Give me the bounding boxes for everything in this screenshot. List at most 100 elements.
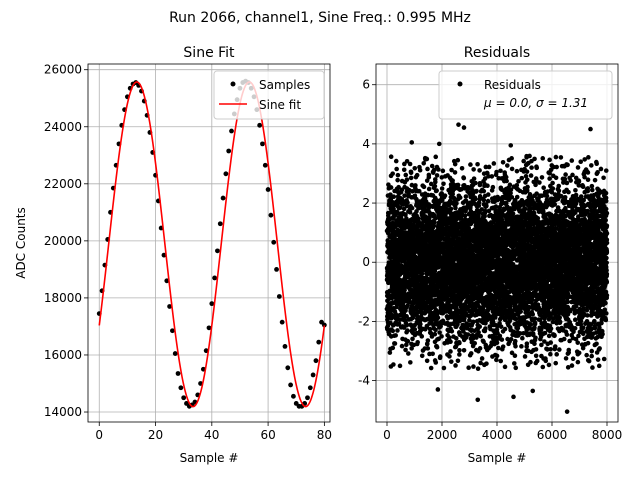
residual-point — [410, 336, 415, 342]
sample-point — [279, 319, 285, 325]
sample-point — [226, 148, 232, 154]
sine-fit-xtick-label: 60 — [260, 428, 275, 442]
residual-point — [441, 181, 446, 187]
residual-point — [434, 173, 440, 178]
residual-point — [388, 185, 394, 190]
residual-point — [509, 156, 514, 161]
sine-fit-grid — [88, 64, 330, 422]
residual-point — [405, 328, 410, 333]
sine-fit-ytick-label: 24000 — [44, 120, 82, 134]
sample-point — [203, 348, 209, 354]
residual-point — [408, 175, 414, 181]
sample-point — [167, 304, 173, 309]
sample-point — [313, 358, 319, 364]
residual-point — [393, 158, 399, 164]
residual-point — [403, 172, 409, 178]
residual-point — [426, 186, 432, 192]
residual-point — [396, 321, 402, 326]
sample-point — [307, 385, 313, 391]
residuals-data — [384, 122, 610, 414]
residual-point — [500, 159, 506, 165]
residual-point — [455, 157, 461, 163]
residual-point — [505, 163, 510, 168]
residual-point — [421, 184, 427, 190]
residual-point — [409, 346, 414, 351]
sample-point — [291, 393, 296, 399]
residual-point — [397, 205, 403, 211]
residual-point — [425, 346, 431, 351]
sine-fit-panel: Sine Fit 0 20 40 60 801400016000180002000022… — [14, 45, 332, 465]
residual-point — [514, 183, 520, 188]
residual-point — [471, 167, 476, 172]
sine-fit-xtick-label: 0 — [95, 428, 103, 442]
residual-point — [468, 351, 474, 356]
residual-point — [486, 164, 492, 170]
residuals-title: Residuals — [464, 45, 530, 61]
residual-point — [388, 154, 394, 159]
residual-point — [463, 194, 469, 199]
figure-suptitle: Run 2066, channel1, Sine Freq.: 0.995 MH… — [169, 10, 471, 26]
residual-point — [502, 326, 508, 332]
residual-point — [484, 361, 489, 366]
residual-point — [448, 349, 453, 354]
residual-point — [426, 172, 432, 178]
residual-point — [406, 191, 411, 197]
sine-fit-xtick-label: 40 — [204, 428, 219, 442]
residual-point — [455, 358, 461, 364]
residual-point — [473, 180, 478, 186]
residual-point — [403, 212, 408, 217]
residual-point — [485, 183, 490, 189]
residual-point — [437, 354, 443, 359]
residual-point — [510, 211, 516, 216]
residual-point — [475, 366, 481, 372]
sine-fit-ytick-label: 26000 — [44, 63, 82, 77]
residual-point — [457, 348, 462, 353]
residual-point — [442, 193, 448, 198]
residual-point — [465, 332, 471, 337]
residual-point — [512, 353, 518, 359]
sample-point — [164, 278, 170, 284]
residual-point — [418, 321, 423, 327]
sine-fit-ytick-label: 18000 — [44, 291, 82, 305]
sine-fit-ylabel: ADC Counts — [14, 207, 28, 279]
sample-point — [288, 382, 294, 388]
residual-point — [395, 328, 400, 333]
residual-point — [390, 328, 396, 334]
residual-point — [479, 356, 485, 361]
residual-point — [395, 177, 400, 183]
residual-point — [474, 188, 479, 194]
residual-point — [433, 360, 439, 365]
residual-point — [483, 326, 488, 331]
residual-point — [405, 200, 410, 205]
residual-point — [504, 178, 509, 184]
residual-point — [425, 166, 430, 172]
sample-point — [321, 322, 327, 328]
sample-point — [212, 275, 218, 281]
residual-point — [393, 333, 398, 338]
sample-point — [260, 141, 265, 147]
residual-point — [389, 296, 395, 301]
sine-fit-axes-background — [88, 64, 330, 422]
sample-point — [206, 325, 212, 331]
residual-point — [508, 336, 514, 342]
residual-point — [396, 184, 401, 190]
residual-point — [424, 156, 430, 162]
sample-point — [178, 385, 184, 391]
residual-point — [434, 188, 439, 193]
residual-point — [439, 186, 445, 191]
residual-point — [452, 170, 458, 175]
sine-fit-line — [98, 81, 326, 408]
sample-point — [257, 122, 263, 128]
residual-point — [399, 343, 405, 349]
residual-point — [490, 184, 496, 190]
residual-point — [392, 341, 398, 346]
sample-point — [271, 239, 277, 245]
residual-point — [424, 358, 430, 364]
residual-point — [397, 363, 403, 369]
residual-point — [484, 203, 489, 209]
sample-point — [265, 187, 271, 192]
residual-point — [405, 351, 411, 356]
residual-point — [511, 361, 517, 366]
sample-point — [209, 301, 215, 307]
